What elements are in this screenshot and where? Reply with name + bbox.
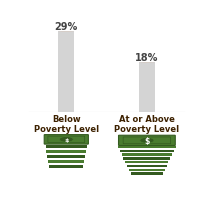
FancyBboxPatch shape [44,135,88,144]
Text: Below
Poverty Level: Below Poverty Level [34,115,99,134]
Text: $: $ [64,137,68,142]
FancyBboxPatch shape [122,154,172,156]
Text: 18%: 18% [135,53,158,63]
FancyBboxPatch shape [120,150,174,152]
Text: 29%: 29% [55,22,78,32]
FancyBboxPatch shape [129,169,165,171]
FancyBboxPatch shape [47,155,85,158]
FancyBboxPatch shape [139,63,155,113]
Text: $: $ [144,136,150,145]
FancyBboxPatch shape [49,165,83,169]
FancyBboxPatch shape [119,136,175,146]
FancyBboxPatch shape [131,173,163,175]
Circle shape [140,138,154,144]
Circle shape [59,137,73,142]
Text: At or Above
Poverty Level: At or Above Poverty Level [114,115,180,134]
FancyBboxPatch shape [118,146,176,149]
FancyBboxPatch shape [125,161,168,164]
FancyBboxPatch shape [48,160,84,164]
FancyBboxPatch shape [46,145,87,148]
FancyBboxPatch shape [58,32,74,113]
FancyBboxPatch shape [124,157,170,160]
FancyBboxPatch shape [127,165,167,167]
FancyBboxPatch shape [46,150,86,153]
